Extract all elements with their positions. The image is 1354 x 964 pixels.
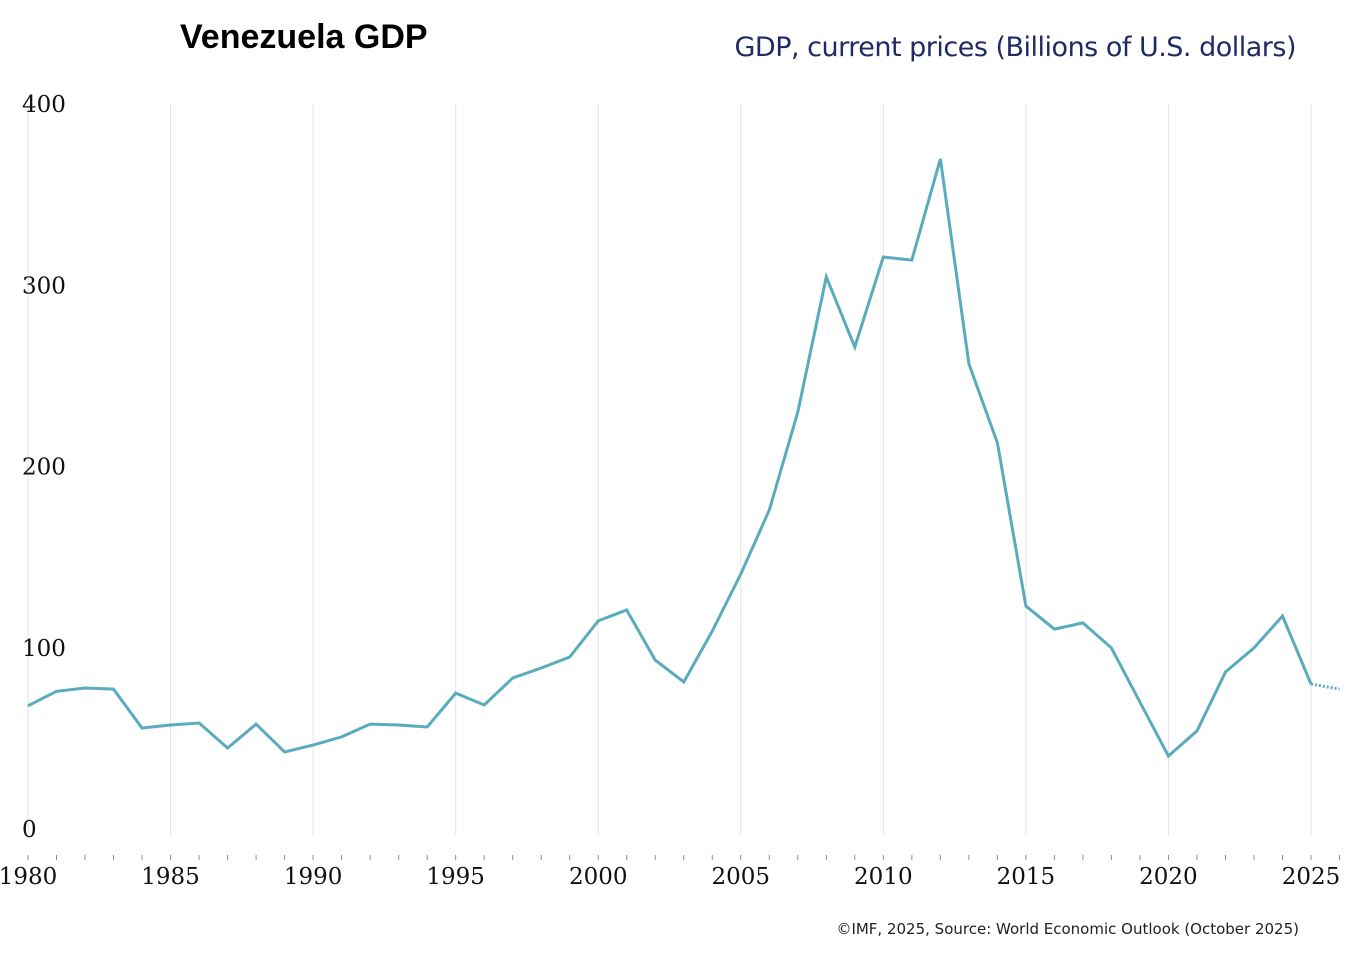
source-note: ©IMF, 2025, Source: World Economic Outlo… xyxy=(836,920,1299,938)
x-tick-label: 1980 xyxy=(0,864,57,890)
x-tick-label: 2010 xyxy=(854,864,913,890)
y-tick-label: 400 xyxy=(22,92,66,118)
y-tick-label: 200 xyxy=(22,455,66,481)
y-tick-label: 300 xyxy=(22,273,66,299)
chart-title: Venezuela GDP xyxy=(180,18,428,56)
x-tick-label: 1990 xyxy=(284,864,343,890)
x-tick-label: 2020 xyxy=(1139,864,1198,890)
x-tick-label: 2025 xyxy=(1282,864,1341,890)
x-tick-label: 2015 xyxy=(997,864,1056,890)
gdp-series-line xyxy=(27,158,1313,759)
x-tick-label: 2000 xyxy=(569,864,628,890)
x-tick-label: 2005 xyxy=(712,864,771,890)
y-tick-label: 0 xyxy=(22,817,37,843)
x-tick-label: 1995 xyxy=(426,864,485,890)
y-tick-label: 100 xyxy=(22,636,66,662)
gdp-projection-line xyxy=(1310,682,1340,691)
x-tick-label: 1985 xyxy=(141,864,200,890)
chart-subtitle: GDP, current prices (Billions of U.S. do… xyxy=(734,32,1297,63)
